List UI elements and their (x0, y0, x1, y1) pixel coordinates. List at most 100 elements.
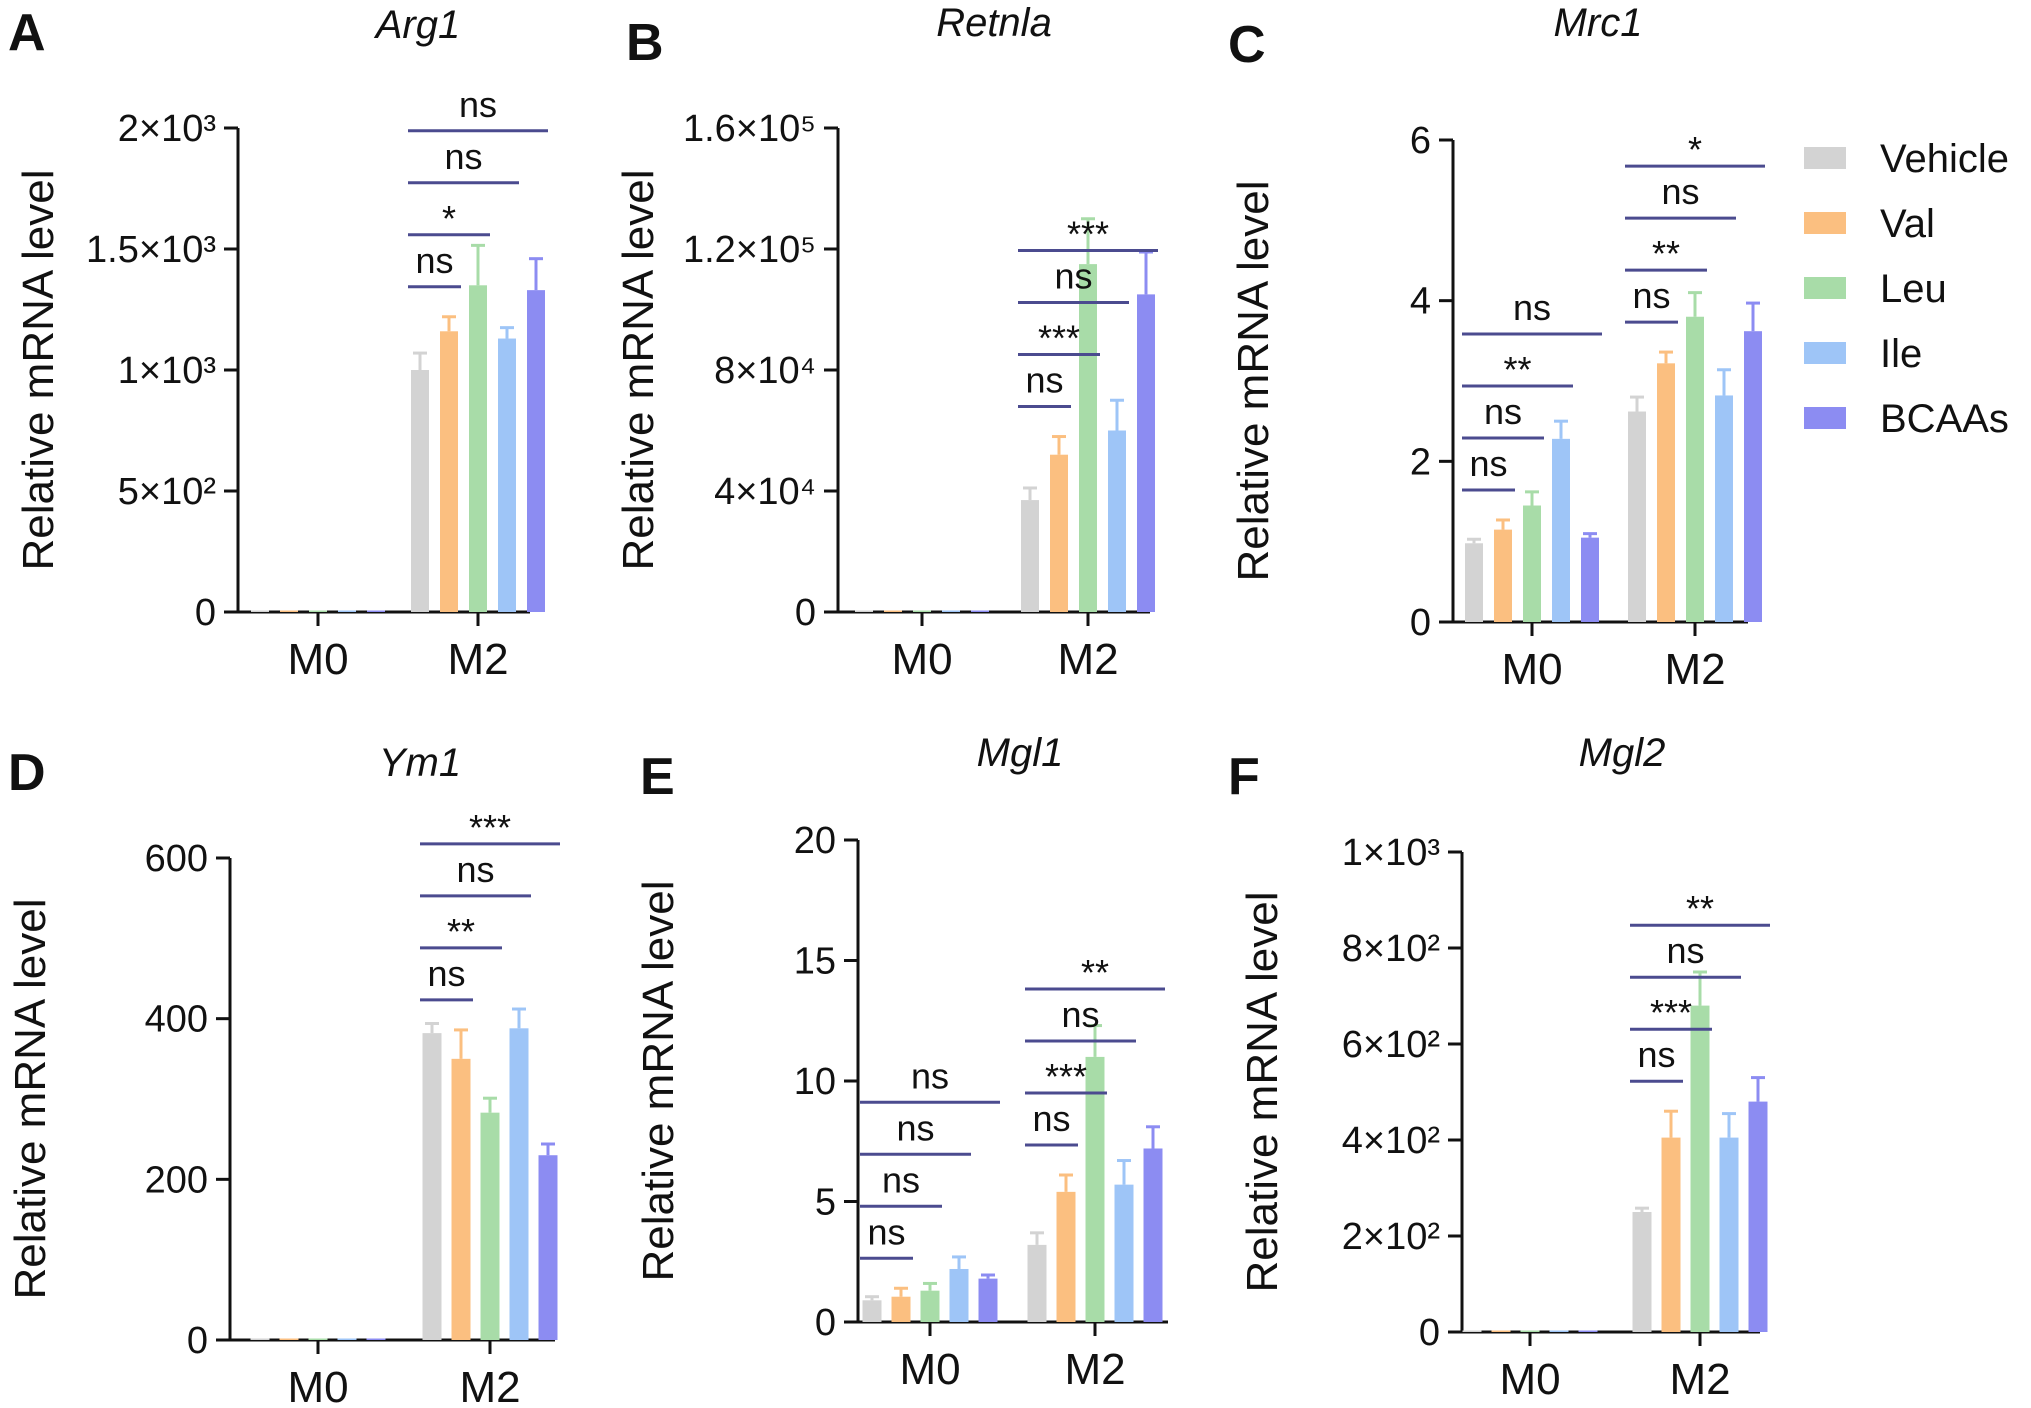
panel-title: Ym1 (379, 741, 461, 785)
bar-vehicle-m0 (1462, 1330, 1482, 1332)
significance-label: ** (1081, 952, 1109, 993)
bar-ile-m0 (338, 610, 356, 612)
panel-letter: C (1228, 16, 1266, 74)
y-tick-label: 4 (1410, 281, 1431, 323)
bar-vehicle-m2 (1632, 1212, 1652, 1332)
x-tick-label: M2 (1664, 645, 1725, 694)
bar-ile-m2 (509, 1028, 529, 1340)
y-axis-label: Relative mRNA level (634, 880, 683, 1281)
y-tick-label: 2 (1410, 441, 1431, 483)
x-tick-label: M0 (287, 635, 348, 684)
bar-leu-m2 (1690, 1005, 1710, 1332)
significance-label: ns (415, 240, 453, 281)
significance-label: * (442, 198, 456, 239)
significance-label: ns (882, 1159, 920, 1200)
significance-label: ns (896, 1107, 934, 1148)
significance-label: *** (469, 807, 511, 848)
bar-bcaas-m0 (978, 1278, 998, 1322)
bar-bcaas-m0 (971, 610, 989, 612)
panel-letter: A (8, 4, 46, 62)
significance-label: *** (1650, 992, 1692, 1033)
bar-bcaas-m2 (1748, 1101, 1768, 1332)
x-tick-label: M2 (1064, 1345, 1125, 1394)
significance-label: ns (867, 1211, 905, 1252)
bar-bcaas-m2 (538, 1155, 558, 1340)
bar-leu-m0 (308, 1338, 328, 1340)
bar-val-m2 (1661, 1137, 1681, 1332)
legend-swatch-vehicle (1804, 147, 1846, 169)
bar-leu-m0 (920, 1290, 940, 1322)
bar-ile-m0 (942, 610, 960, 612)
bar-leu-m0 (1520, 1330, 1540, 1332)
bar-leu-m2 (1686, 316, 1704, 622)
bar-bcaas-m0 (366, 1338, 386, 1340)
significance-label: ns (444, 136, 482, 177)
bar-val-m2 (451, 1058, 471, 1340)
y-tick-label: 5×10² (118, 471, 216, 513)
y-axis-label: Relative mRNA level (1238, 891, 1287, 1292)
y-tick-label: 4×10⁴ (714, 471, 816, 513)
bar-bcaas-m2 (1137, 294, 1155, 612)
legend-swatch-leu (1804, 277, 1846, 299)
significance-label: ns (1032, 1098, 1070, 1139)
bar-ile-m0 (949, 1268, 969, 1322)
legend-label-vehicle: Vehicle (1880, 137, 2009, 181)
significance-label: ** (1652, 233, 1680, 274)
significance-label: * (1688, 129, 1702, 170)
panel-title: Mgl2 (1579, 731, 1666, 775)
y-tick-label: 600 (145, 838, 208, 880)
y-tick-label: 0 (187, 1320, 208, 1362)
bar-val-m0 (1494, 529, 1512, 622)
bar-val-m2 (1657, 363, 1675, 622)
bar-leu-m2 (480, 1112, 500, 1340)
x-tick-label: M2 (447, 635, 508, 684)
legend-swatch-ile (1804, 342, 1846, 364)
bar-bcaas-m0 (367, 610, 385, 612)
bar-ile-m2 (1114, 1184, 1134, 1322)
bar-bcaas-m0 (1578, 1330, 1598, 1332)
bar-val-m2 (440, 331, 458, 612)
legend-label-val: Val (1880, 202, 1935, 246)
y-tick-label: 400 (145, 999, 208, 1041)
bar-val-m0 (279, 1338, 299, 1340)
panel-letter: D (8, 744, 46, 802)
significance-label: ns (1025, 360, 1063, 401)
x-tick-label: M0 (1501, 645, 1562, 694)
bar-leu-m0 (1523, 505, 1541, 622)
y-tick-label: 20 (794, 820, 836, 862)
y-tick-label: 6×10² (1342, 1024, 1440, 1066)
bar-val-m2 (1056, 1191, 1076, 1322)
bar-leu-m2 (1079, 264, 1097, 612)
bar-ile-m2 (1108, 430, 1126, 612)
bar-val-m0 (884, 610, 902, 612)
y-tick-label: 1.2×10⁵ (683, 229, 816, 271)
bar-vehicle-m2 (1628, 411, 1646, 622)
legend-label-leu: Leu (1880, 267, 1947, 311)
significance-label: ns (1484, 391, 1522, 432)
significance-label: ** (1686, 888, 1714, 929)
panel-letter: B (626, 14, 664, 72)
significance-label: ns (1054, 256, 1092, 297)
bar-leu-m2 (469, 285, 487, 612)
bar-bcaas-m2 (1143, 1148, 1163, 1322)
significance-label: ** (1503, 349, 1531, 390)
bar-val-m0 (280, 610, 298, 612)
bar-ile-m2 (498, 338, 516, 612)
bar-bcaas-m2 (1744, 331, 1762, 622)
x-tick-label: M0 (1499, 1355, 1560, 1404)
bar-val-m2 (1050, 454, 1068, 612)
legend-label-ile: Ile (1880, 332, 1922, 376)
bar-ile-m2 (1719, 1137, 1739, 1332)
significance-label: ns (456, 849, 494, 890)
panel-letter: E (640, 748, 675, 806)
y-tick-label: 6 (1410, 120, 1431, 162)
bar-bcaas-m0 (1581, 537, 1599, 622)
y-tick-label: 0 (815, 1302, 836, 1344)
bar-val-m0 (891, 1296, 911, 1322)
x-tick-label: M2 (1057, 635, 1118, 684)
panel-title: Mrc1 (1554, 1, 1643, 45)
y-tick-label: 2×10³ (118, 108, 216, 150)
